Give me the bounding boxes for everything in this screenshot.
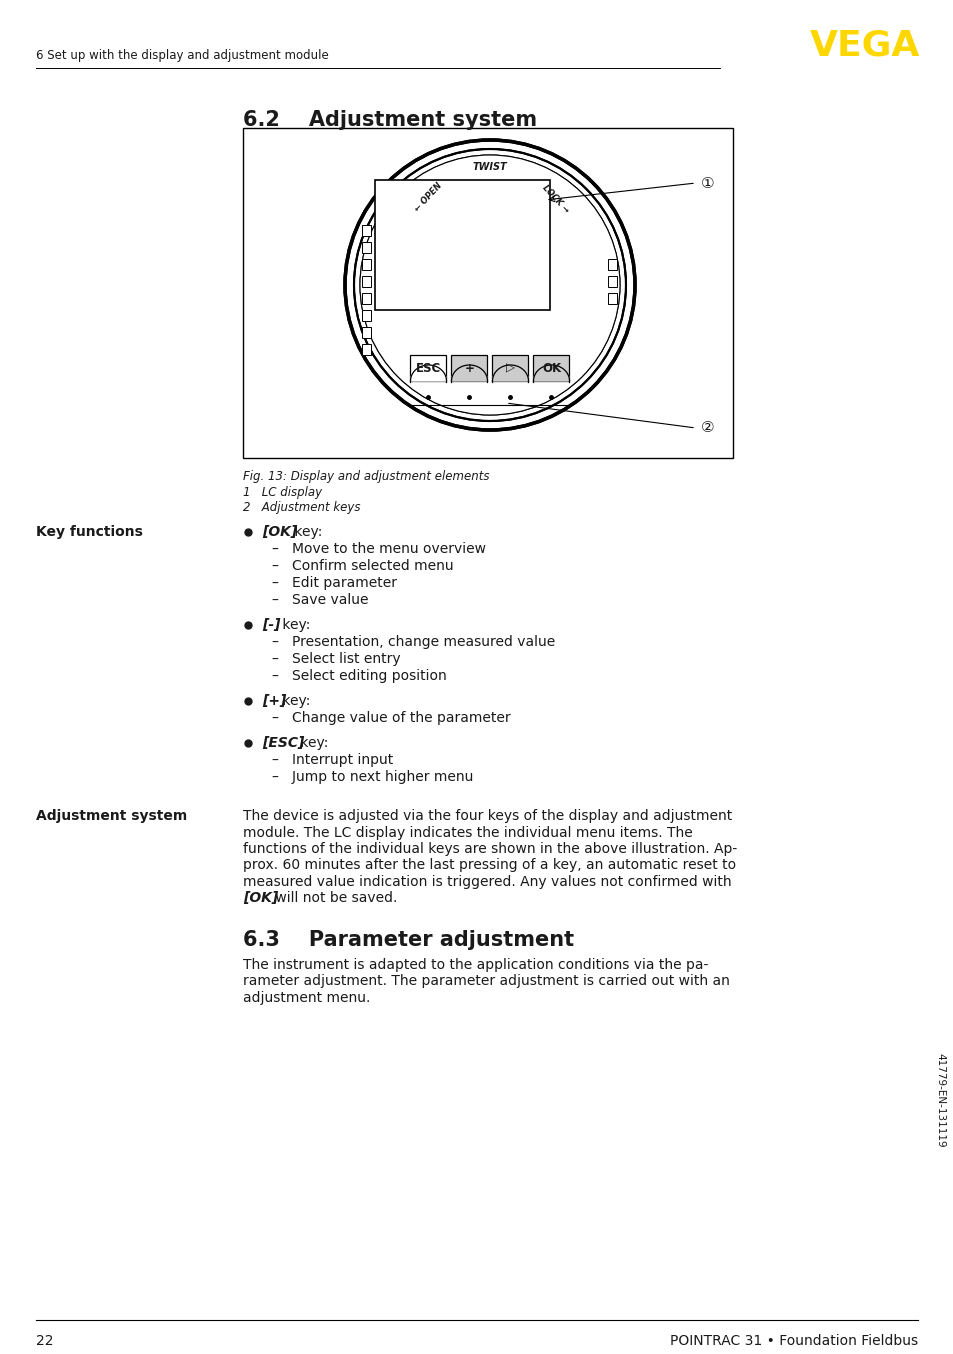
Bar	[492, 355, 528, 380]
Bar	[361, 242, 371, 253]
Text: 1   LC display: 1 LC display	[243, 486, 322, 500]
Text: –   Select list entry: – Select list entry	[272, 653, 400, 666]
Text: prox. 60 minutes after the last pressing of a key, an automatic reset to: prox. 60 minutes after the last pressing…	[243, 858, 736, 872]
Text: rameter adjustment. The parameter adjustment is carried out with an: rameter adjustment. The parameter adjust…	[243, 975, 729, 988]
Text: key:: key:	[295, 737, 328, 750]
Text: Fig. 13: Display and adjustment elements: Fig. 13: Display and adjustment elements	[243, 470, 489, 483]
Text: 22: 22	[36, 1334, 53, 1349]
Bar	[451, 355, 487, 380]
Polygon shape	[492, 366, 528, 380]
Text: key:: key:	[277, 617, 310, 632]
Bar	[361, 259, 371, 269]
Bar	[361, 310, 371, 321]
Text: [-]: [-]	[262, 617, 280, 632]
Bar	[607, 259, 617, 269]
Text: –   Move to the menu overview: – Move to the menu overview	[272, 542, 485, 556]
Text: –   Save value: – Save value	[272, 593, 368, 607]
Text: –   Edit parameter: – Edit parameter	[272, 575, 396, 590]
Text: –   Select editing position: – Select editing position	[272, 669, 446, 682]
Text: –   Change value of the parameter: – Change value of the parameter	[272, 711, 510, 724]
Text: ← OPEN: ← OPEN	[412, 181, 443, 213]
Text: [ESC]: [ESC]	[262, 737, 304, 750]
Text: 41779-EN-131119: 41779-EN-131119	[934, 1052, 944, 1147]
Text: module. The LC display indicates the individual menu items. The: module. The LC display indicates the ind…	[243, 826, 692, 839]
Bar	[361, 328, 371, 338]
Text: OK: OK	[541, 362, 560, 375]
Bar	[361, 276, 371, 287]
Bar	[533, 355, 569, 380]
Bar	[243, 129, 732, 458]
Text: adjustment menu.: adjustment menu.	[243, 991, 370, 1005]
Text: [OK]: [OK]	[243, 891, 278, 906]
Text: –   Interrupt input: – Interrupt input	[272, 753, 393, 766]
Text: –   Presentation, change measured value: – Presentation, change measured value	[272, 635, 555, 649]
Text: Adjustment system: Adjustment system	[36, 808, 187, 823]
Polygon shape	[533, 366, 569, 380]
Text: will not be saved.: will not be saved.	[271, 891, 397, 906]
Text: ▷: ▷	[505, 362, 515, 375]
Text: LOCK →: LOCK →	[540, 183, 571, 215]
Text: [OK]: [OK]	[262, 525, 297, 539]
Bar	[375, 180, 550, 310]
Text: TWIST: TWIST	[472, 162, 507, 172]
Text: VEGA: VEGA	[809, 28, 919, 62]
Bar	[361, 292, 371, 305]
Bar	[410, 355, 446, 380]
Text: Key functions: Key functions	[36, 525, 143, 539]
Text: measured value indication is triggered. Any values not confirmed with: measured value indication is triggered. …	[243, 875, 731, 890]
Text: ②: ②	[700, 421, 714, 436]
Text: 6.2    Adjustment system: 6.2 Adjustment system	[243, 110, 537, 130]
Text: The device is adjusted via the four keys of the display and adjustment: The device is adjusted via the four keys…	[243, 808, 732, 823]
Text: POINTRAC 31 • Foundation Fieldbus: POINTRAC 31 • Foundation Fieldbus	[669, 1334, 917, 1349]
Circle shape	[359, 154, 619, 414]
Text: ①: ①	[700, 176, 714, 191]
Text: –   Jump to next higher menu: – Jump to next higher menu	[272, 770, 473, 784]
Polygon shape	[410, 366, 446, 380]
Bar	[607, 276, 617, 287]
Text: +: +	[464, 362, 474, 375]
Bar	[361, 225, 371, 236]
Text: functions of the individual keys are shown in the above illustration. Ap-: functions of the individual keys are sho…	[243, 842, 737, 856]
Text: 6.3    Parameter adjustment: 6.3 Parameter adjustment	[243, 930, 574, 951]
Text: 2   Adjustment keys: 2 Adjustment keys	[243, 501, 360, 515]
Text: key:: key:	[290, 525, 322, 539]
Bar	[607, 292, 617, 305]
Text: –   Confirm selected menu: – Confirm selected menu	[272, 559, 453, 573]
Text: 6 Set up with the display and adjustment module: 6 Set up with the display and adjustment…	[36, 49, 329, 61]
Text: ESC: ESC	[416, 362, 440, 375]
Text: The instrument is adapted to the application conditions via the pa-: The instrument is adapted to the applica…	[243, 959, 708, 972]
Text: [+]: [+]	[262, 695, 286, 708]
Bar	[361, 344, 371, 355]
Text: key:: key:	[277, 695, 310, 708]
Polygon shape	[451, 366, 487, 380]
